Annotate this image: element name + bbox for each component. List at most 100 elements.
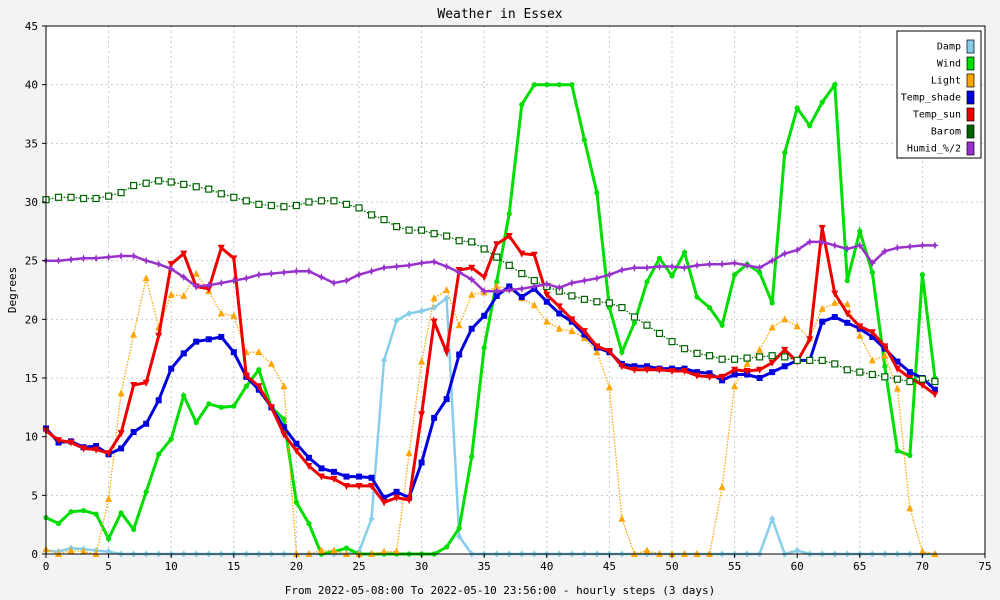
data-point-light <box>605 383 613 391</box>
data-point-barom <box>756 353 764 361</box>
data-point-light <box>881 351 889 359</box>
x-tick-label: 0 <box>43 560 50 573</box>
data-point-wind <box>168 436 174 442</box>
data-point-temp-sun <box>155 332 163 340</box>
data-point-light <box>180 291 188 299</box>
data-point-wind <box>769 300 775 306</box>
data-point-damp <box>381 356 388 364</box>
data-point-wind <box>919 272 926 278</box>
data-point-temp-shade <box>418 459 425 466</box>
legend-swatch-temp-shade <box>966 90 975 105</box>
data-point-barom <box>392 223 401 231</box>
data-point-humid-2 <box>467 275 476 284</box>
data-point-barom <box>918 375 927 383</box>
data-point-barom <box>593 298 601 306</box>
data-point-humid-2 <box>755 263 764 272</box>
data-point-light <box>756 345 764 353</box>
data-point-wind <box>694 294 700 300</box>
data-point-humid-2 <box>843 244 852 253</box>
data-point-temp-sun <box>67 439 75 447</box>
data-point-wind <box>869 269 875 275</box>
data-point-wind <box>55 520 62 527</box>
data-point-humid-2 <box>380 263 389 272</box>
legend-label-barom: Barom <box>931 127 961 138</box>
data-point-humid-2 <box>743 261 752 270</box>
data-point-humid-2 <box>229 276 238 285</box>
data-point-wind <box>68 509 74 515</box>
data-point-temp-sun <box>480 274 488 282</box>
x-tick-label: 45 <box>603 560 616 573</box>
data-point-barom <box>630 313 639 321</box>
data-point-humid-2 <box>367 267 376 276</box>
data-point-humid-2 <box>542 280 551 289</box>
data-point-wind <box>131 526 137 532</box>
data-point-humid-2 <box>655 262 664 271</box>
legend-label-temp-shade: Temp_shade <box>901 93 961 104</box>
data-point-wind <box>631 320 638 326</box>
data-point-humid-2 <box>142 256 151 265</box>
data-point-temp-sun <box>55 437 63 445</box>
series-humid-2 <box>42 237 939 296</box>
data-point-temp-sun <box>931 391 939 399</box>
data-point-barom <box>480 245 488 253</box>
y-tick-label: 15 <box>25 372 38 385</box>
data-point-temp-sun <box>255 383 263 391</box>
data-point-light <box>580 334 588 342</box>
data-point-wind <box>656 255 663 261</box>
data-point-wind <box>581 137 587 143</box>
data-point-temp-shade <box>143 420 150 427</box>
data-point-light <box>768 323 776 331</box>
data-point-barom <box>380 216 388 224</box>
data-point-light <box>543 317 551 325</box>
data-point-temp-sun <box>80 445 88 453</box>
data-point-damp <box>393 317 400 325</box>
data-point-temp-sun <box>393 494 401 502</box>
data-point-humid-2 <box>492 287 501 296</box>
data-point-temp-sun <box>355 482 363 490</box>
chart-title: Weather in Essex <box>437 7 562 22</box>
data-point-damp <box>105 548 112 556</box>
data-point-temp-sun <box>180 250 188 258</box>
data-point-wind <box>757 269 763 275</box>
data-point-temp-shade <box>381 494 388 501</box>
data-point-light <box>393 547 401 555</box>
data-point-temp-sun <box>105 450 113 458</box>
data-point-light <box>618 514 626 522</box>
data-point-humid-2 <box>480 287 489 296</box>
data-point-humid-2 <box>517 284 526 293</box>
data-point-barom <box>806 356 814 364</box>
data-point-temp-shade <box>831 313 838 320</box>
data-point-wind <box>719 322 725 328</box>
data-point-temp-sun <box>317 473 325 481</box>
x-tick-label: 10 <box>165 560 178 573</box>
data-point-temp-sun <box>468 264 476 272</box>
x-tick-label: 65 <box>853 560 866 573</box>
data-point-temp-sun <box>443 349 451 357</box>
y-tick-label: 35 <box>25 137 38 150</box>
data-point-humid-2 <box>317 273 326 282</box>
data-point-temp-sun <box>380 499 388 507</box>
data-point-temp-shade <box>205 336 212 343</box>
data-point-wind <box>494 279 500 285</box>
data-point-humid-2 <box>417 259 426 268</box>
data-point-barom <box>292 201 300 210</box>
data-point-barom <box>743 354 751 362</box>
data-point-wind <box>594 190 600 196</box>
data-point-barom <box>505 261 513 269</box>
data-point-light <box>167 290 175 298</box>
data-point-temp-sun <box>518 250 526 258</box>
data-point-temp-shade <box>906 369 913 376</box>
data-point-barom <box>117 189 125 197</box>
data-point-barom <box>405 226 413 234</box>
data-point-humid-2 <box>342 276 351 285</box>
data-point-temp-sun <box>92 446 100 454</box>
data-point-barom <box>618 304 626 312</box>
data-point-light <box>906 504 914 512</box>
legend-swatch-light <box>966 73 975 88</box>
data-point-light <box>67 546 75 554</box>
data-point-temp-sun <box>718 373 726 381</box>
data-point-humid-2 <box>642 263 651 272</box>
data-point-barom <box>155 177 163 185</box>
data-point-barom <box>856 368 864 376</box>
